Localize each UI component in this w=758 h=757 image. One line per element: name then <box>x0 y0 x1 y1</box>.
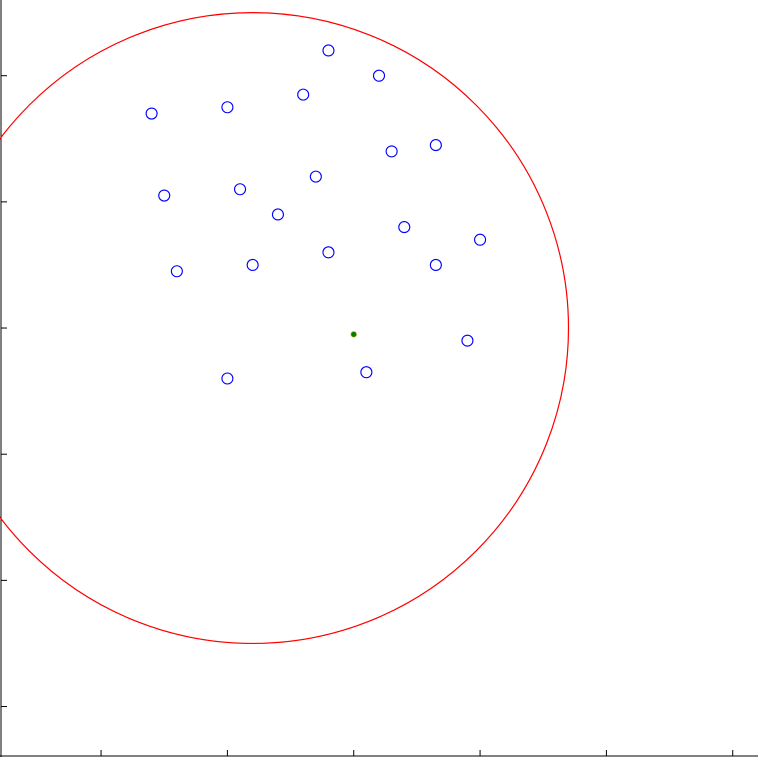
data-point <box>170 265 183 278</box>
boundary-circle <box>0 12 570 644</box>
data-point <box>145 107 158 120</box>
data-point <box>297 88 310 101</box>
data-point <box>398 221 411 234</box>
data-point <box>322 246 335 259</box>
data-point <box>372 69 386 82</box>
center-point <box>350 331 357 338</box>
data-point <box>385 145 398 158</box>
plot-area <box>0 12 570 644</box>
data-point <box>246 258 259 272</box>
data-point <box>429 139 442 152</box>
data-point <box>461 334 474 347</box>
data-point <box>474 233 487 246</box>
data-point <box>221 372 234 385</box>
data-point <box>271 208 284 221</box>
data-point <box>429 258 442 272</box>
data-point <box>221 101 234 114</box>
data-point <box>360 366 373 379</box>
data-point <box>309 170 322 183</box>
data-point <box>233 183 247 196</box>
data-point <box>322 44 335 57</box>
data-point <box>158 189 171 202</box>
